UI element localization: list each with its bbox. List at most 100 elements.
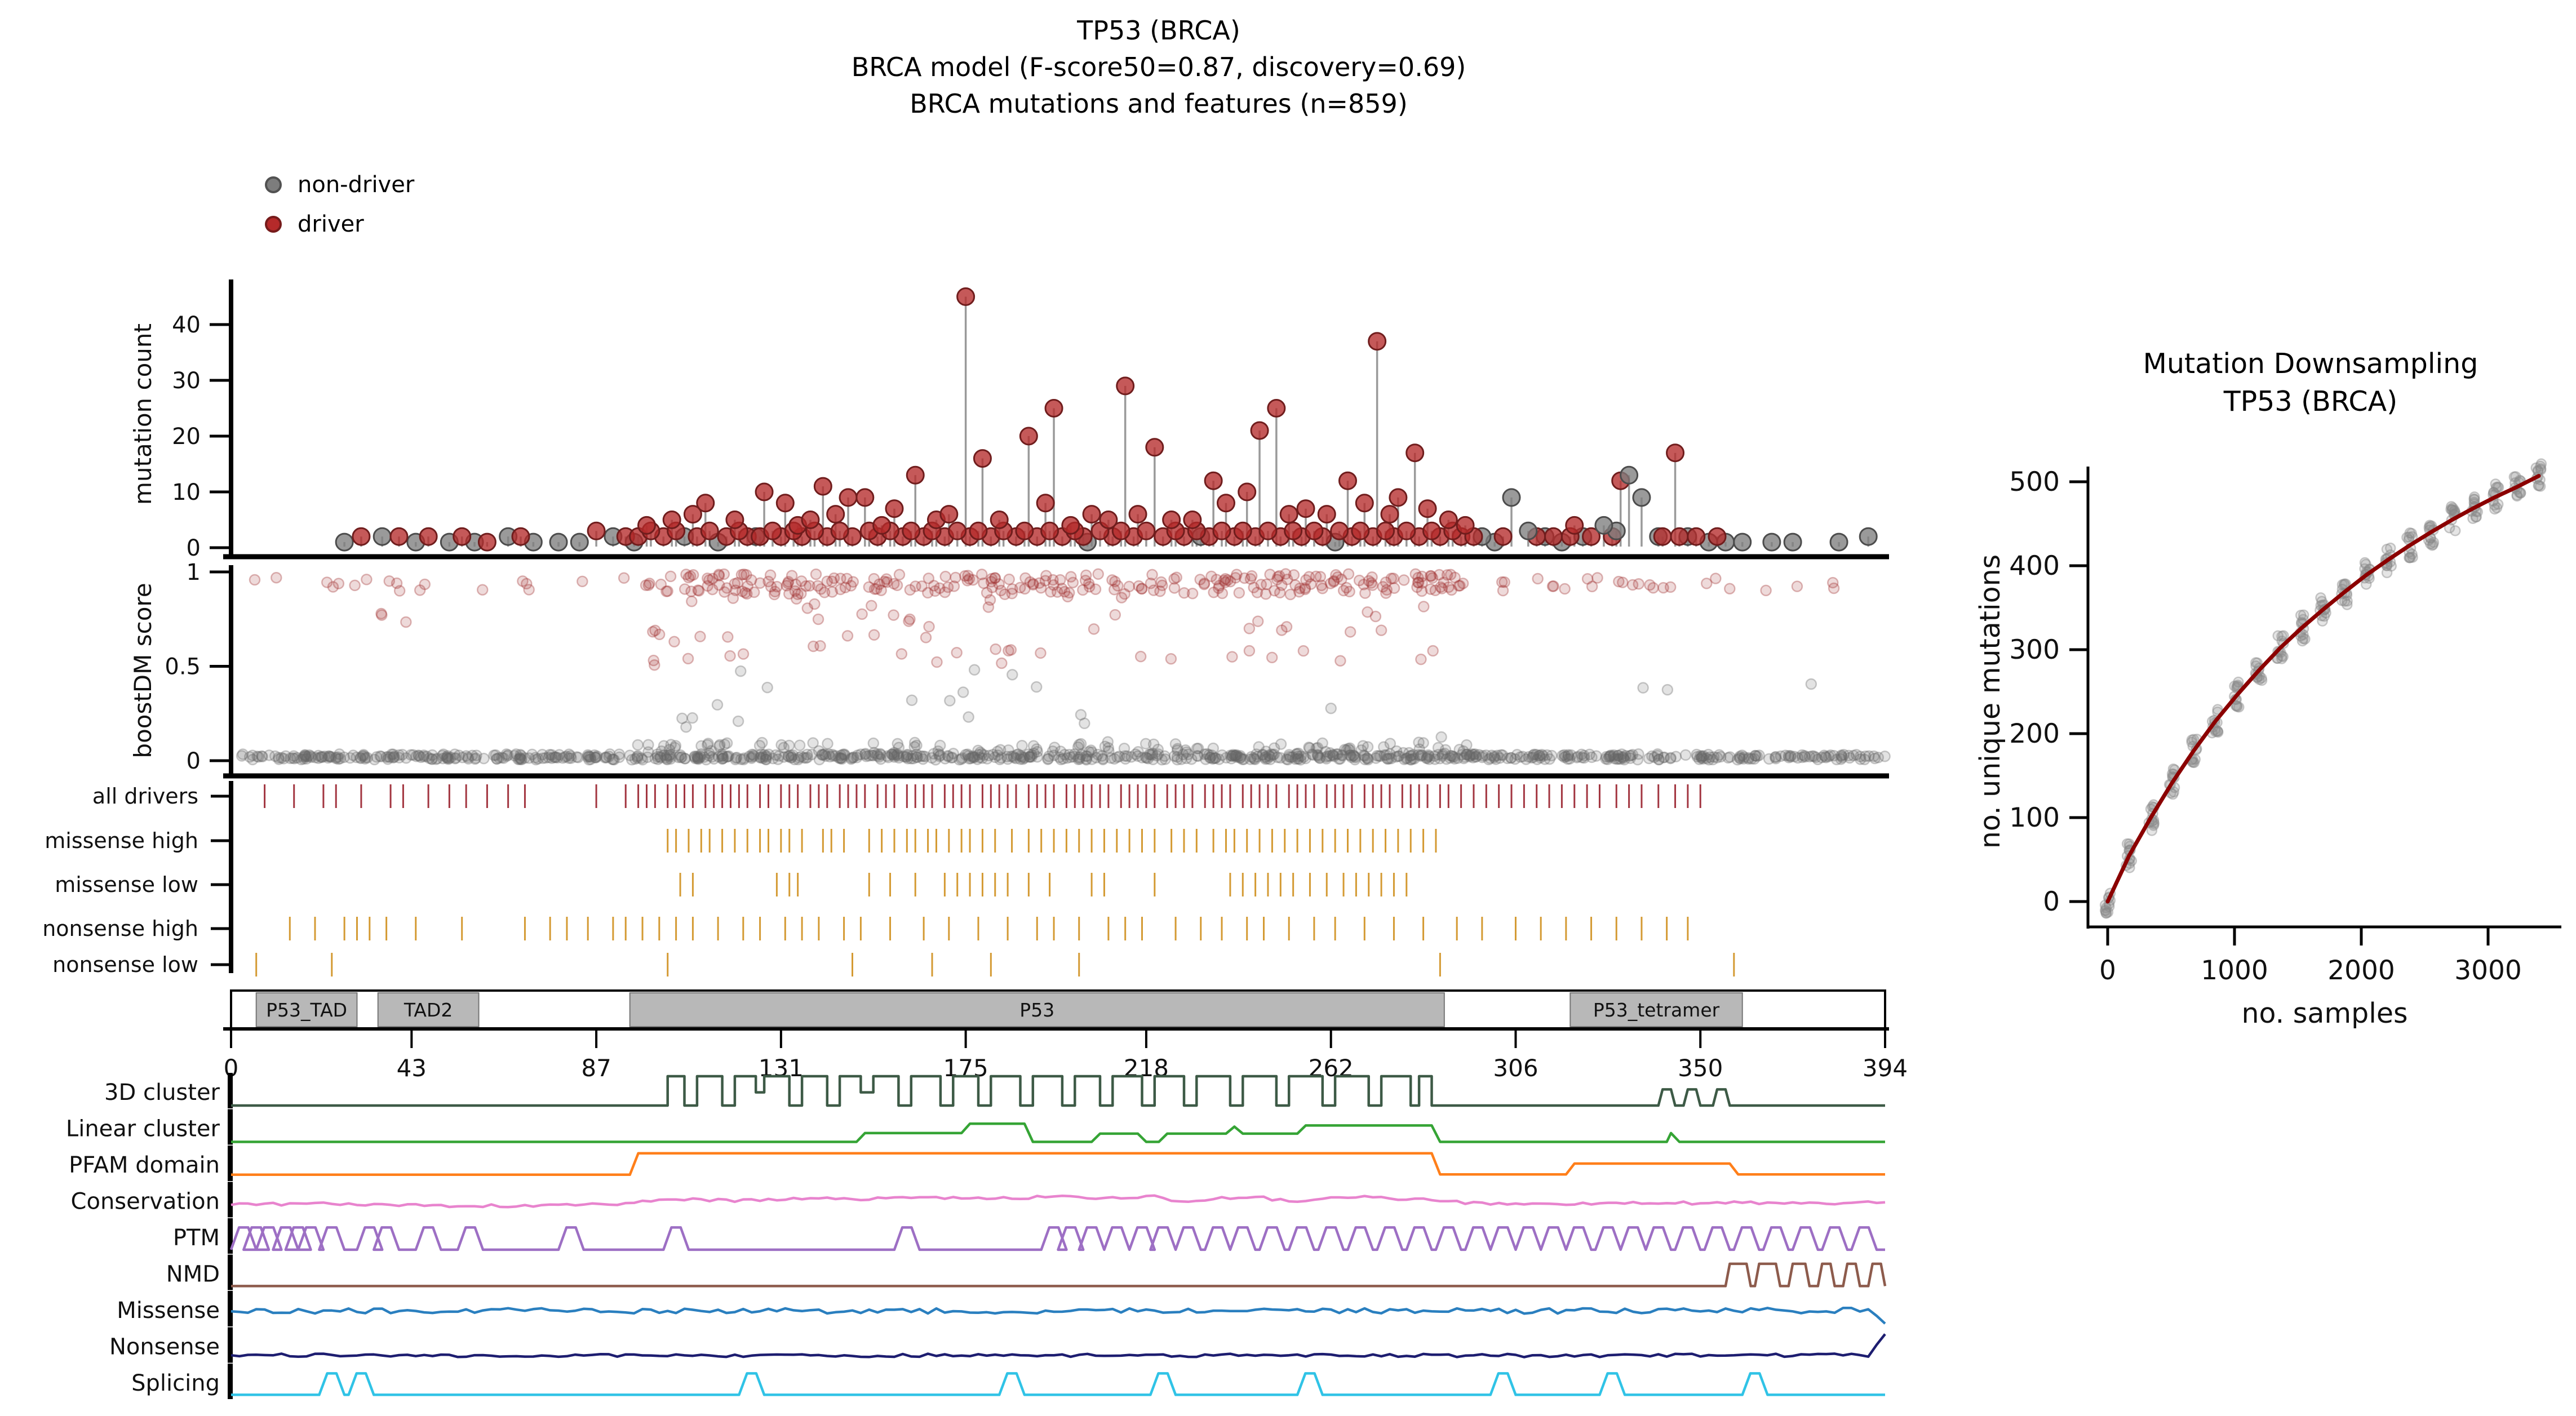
score-point [291,752,303,764]
score-point [1415,749,1427,761]
score-point [661,749,673,762]
score-point [833,752,845,764]
feature-line [231,1075,1885,1107]
score-point [847,752,859,764]
score-point [1533,749,1545,762]
downsample-point [2233,676,2244,688]
score-point [1612,753,1625,765]
score-point [508,749,521,762]
axis-tick-label: 40 [172,312,201,338]
score-point [1611,753,1623,765]
score-point [1340,744,1353,756]
score-point [1200,753,1212,765]
score-point [906,694,918,706]
score-point [1460,748,1473,761]
score-point [1734,751,1746,762]
score-point [742,580,753,592]
score-point [1405,749,1417,762]
score-point [1312,749,1324,761]
score-point [1299,582,1311,594]
score-point [1109,583,1120,596]
score-point [978,577,990,589]
score-point [1252,615,1264,627]
score-point [360,751,371,764]
score-point [1537,750,1549,762]
score-point [1477,750,1489,762]
score-point [892,748,904,760]
score-point [1647,582,1659,594]
feature-axis-spine [228,1291,233,1326]
score-point [1711,752,1723,764]
score-point [1602,753,1613,765]
score-point [426,753,438,765]
needle-marker [839,488,858,507]
downsample-point [2100,908,2112,919]
score-point [1631,753,1644,766]
score-point [324,751,336,763]
score-point [1226,651,1238,663]
score-point [860,750,872,762]
downsampling-title-line-2: TP53 (BRCA) [2223,385,2398,418]
score-point [1422,749,1434,761]
score-point [1731,753,1744,766]
score-point [1357,740,1369,752]
score-point [1171,744,1183,756]
score-point [1715,751,1727,763]
score-point [762,575,774,588]
score-point [1132,746,1144,758]
score-point [1465,749,1477,761]
score-point [1349,753,1361,766]
needle-marker [956,287,976,306]
score-point [1387,572,1399,584]
downsample-point [2360,558,2371,570]
score-point [1175,753,1187,765]
score-point [1244,753,1256,765]
score-point [1014,753,1026,765]
score-point [1238,753,1250,765]
score-point [682,652,694,665]
score-point [1248,753,1260,765]
downsample-point [2212,726,2223,737]
score-point [822,738,833,750]
score-point [325,751,338,763]
feature-line [230,1306,1886,1325]
score-point [1443,581,1455,593]
score-point [1557,749,1568,762]
score-point [874,748,886,760]
score-point [800,580,812,592]
score-point [898,751,910,762]
score-point [1129,748,1142,760]
score-point [719,739,731,751]
score-point [649,659,660,671]
downsample-point [2277,651,2289,663]
score-point [1806,750,1819,762]
score-point [915,750,927,762]
score-point [1783,749,1795,762]
needle-marker [1099,511,1118,529]
score-point [1245,570,1258,582]
score-point [1498,576,1510,588]
downsample-point [2233,702,2245,713]
score-point [1073,739,1085,751]
axis-tick-label: 20 [172,424,201,450]
score-point [1571,752,1583,764]
score-point [795,588,807,600]
score-point [1111,751,1123,764]
score-point [1743,752,1754,764]
score-point [1488,751,1500,762]
domain-box [255,992,358,1027]
score-point [1062,591,1074,603]
legend-label: non-driver [298,172,415,198]
score-point [1075,709,1087,721]
score-point [1251,751,1263,762]
score-point [371,751,383,763]
score-point [1532,572,1544,585]
needle-marker [1204,471,1223,490]
score-point [496,752,508,764]
score-point [990,643,1001,655]
axis-tick-label: 2000 [2327,955,2395,986]
score-point [1657,752,1669,764]
score-point [703,574,715,586]
score-point [1344,585,1355,598]
